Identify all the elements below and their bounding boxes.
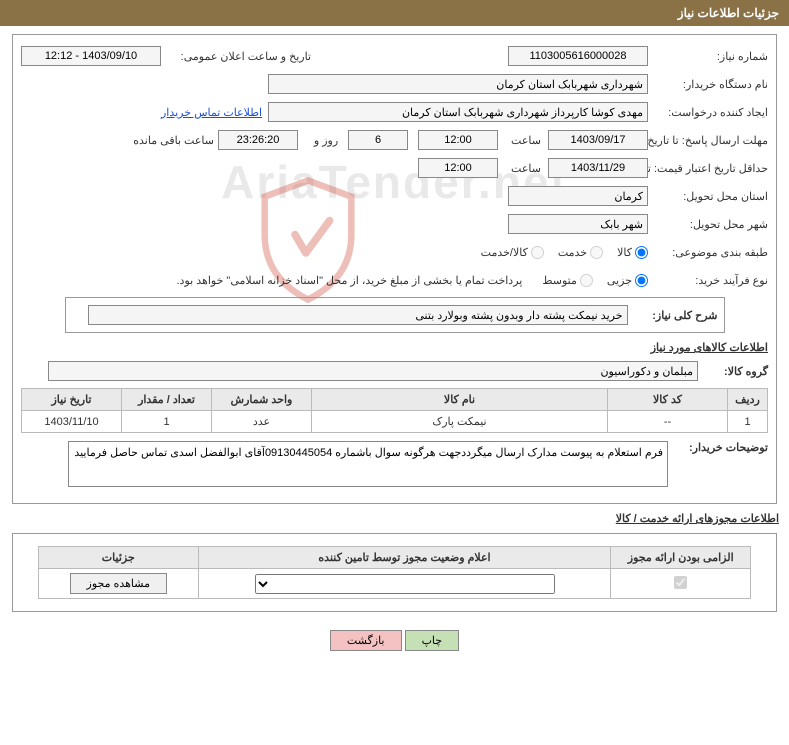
th-status: اعلام وضعیت مجوز توسط تامین کننده: [198, 547, 610, 569]
main-container: AriaTender.net شماره نیاز: تاریخ و ساعت …: [12, 34, 777, 504]
action-buttons: چاپ بازگشت: [0, 620, 789, 661]
td-row: 1: [728, 411, 768, 433]
announce-field: [21, 46, 161, 66]
radio-small-input[interactable]: [635, 274, 648, 287]
validity-date-field: [548, 158, 648, 178]
row-category: طبقه بندی موضوعی: کالا خدمت کالا/خدمت: [21, 241, 768, 263]
group-field: [48, 361, 698, 381]
status-select[interactable]: [255, 574, 555, 594]
row-group: گروه کالا:: [21, 360, 768, 382]
page-header: جزئیات اطلاعات نیاز: [0, 0, 789, 26]
th-details: جزئیات: [38, 547, 198, 569]
city-field: [508, 214, 648, 234]
goods-table-header-row: ردیف کد کالا نام کالا واحد شمارش تعداد /…: [22, 389, 768, 411]
row-buyer-org: نام دستگاه خریدار:: [21, 73, 768, 95]
license-container: الزامی بودن ارائه مجوز اعلام وضعیت مجوز …: [12, 533, 777, 612]
radio-goods[interactable]: کالا: [617, 246, 648, 259]
td-mandatory: [611, 569, 751, 599]
radio-both-input[interactable]: [531, 246, 544, 259]
validity-label: حداقل تاریخ اعتبار قیمت: تا تاریخ:: [648, 162, 768, 175]
deadline-label: مهلت ارسال پاسخ: تا تاریخ:: [648, 134, 768, 147]
td-details: مشاهده مجوز: [38, 569, 198, 599]
contact-link[interactable]: اطلاعات تماس خریدار: [161, 106, 262, 119]
desc-field: [88, 305, 628, 325]
td-unit: عدد: [212, 411, 312, 433]
validity-time-field: [418, 158, 498, 178]
days-and-label: روز و: [298, 134, 348, 147]
goods-section-title: اطلاعات کالاهای مورد نیاز: [21, 341, 768, 354]
province-field: [508, 186, 648, 206]
view-license-button[interactable]: مشاهده مجوز: [70, 573, 167, 594]
radio-medium-input[interactable]: [580, 274, 593, 287]
hour-label-2: ساعت: [498, 162, 548, 175]
req-no-label: شماره نیاز:: [648, 50, 768, 63]
row-province: استان محل تحویل:: [21, 185, 768, 207]
desc-label: شرح کلی نیاز:: [628, 309, 718, 322]
mandatory-checkbox: [674, 576, 687, 589]
row-deadline: مهلت ارسال پاسخ: تا تاریخ: ساعت روز و سا…: [21, 129, 768, 151]
radio-goods-input[interactable]: [635, 246, 648, 259]
buy-type-radio-group: جزیی متوسط: [542, 274, 648, 287]
td-name: نیمکت پارک: [312, 411, 608, 433]
td-date: 1403/11/10: [22, 411, 122, 433]
group-label: گروه کالا:: [698, 365, 768, 378]
radio-medium[interactable]: متوسط: [542, 274, 593, 287]
th-name: نام کالا: [312, 389, 608, 411]
row-requester: ایجاد کننده درخواست: اطلاعات تماس خریدار: [21, 101, 768, 123]
buy-note: پرداخت تمام یا بخشی از مبلغ خرید، از محل…: [177, 274, 523, 287]
days-field: [348, 130, 408, 150]
countdown-field: [218, 130, 298, 150]
province-label: استان محل تحویل:: [648, 190, 768, 203]
row-city: شهر محل تحویل:: [21, 213, 768, 235]
goods-table: ردیف کد کالا نام کالا واحد شمارش تعداد /…: [21, 388, 768, 433]
city-label: شهر محل تحویل:: [648, 218, 768, 231]
td-status: [198, 569, 610, 599]
th-mandatory: الزامی بودن ارائه مجوز: [611, 547, 751, 569]
row-req-no: شماره نیاز: تاریخ و ساعت اعلان عمومی:: [21, 45, 768, 67]
td-code: --: [608, 411, 728, 433]
license-row: مشاهده مجوز: [38, 569, 750, 599]
radio-small[interactable]: جزیی: [607, 274, 648, 287]
goods-table-row: 1 -- نیمکت پارک عدد 1 1403/11/10: [22, 411, 768, 433]
remaining-label: ساعت باقی مانده: [127, 134, 218, 147]
category-label: طبقه بندی موضوعی:: [648, 246, 768, 259]
row-buyer-notes: توضیحات خریدار:: [21, 441, 768, 487]
license-table: الزامی بودن ارائه مجوز اعلام وضعیت مجوز …: [38, 546, 751, 599]
license-header-row: الزامی بودن ارائه مجوز اعلام وضعیت مجوز …: [38, 547, 750, 569]
req-no-field: [508, 46, 648, 66]
radio-service-input[interactable]: [590, 246, 603, 259]
th-qty: تعداد / مقدار: [122, 389, 212, 411]
td-qty: 1: [122, 411, 212, 433]
deadline-time-field: [418, 130, 498, 150]
back-button[interactable]: بازگشت: [330, 630, 402, 651]
th-date: تاریخ نیاز: [22, 389, 122, 411]
buy-type-label: نوع فرآیند خرید:: [648, 274, 768, 287]
print-button[interactable]: چاپ: [405, 630, 460, 651]
buyer-notes-field: [68, 441, 668, 487]
radio-service[interactable]: خدمت: [558, 246, 603, 259]
requester-field: [268, 102, 648, 122]
deadline-date-field: [548, 130, 648, 150]
row-buy-type: نوع فرآیند خرید: جزیی متوسط پرداخت تمام …: [21, 269, 768, 291]
th-row: ردیف: [728, 389, 768, 411]
th-unit: واحد شمارش: [212, 389, 312, 411]
license-section-title: اطلاعات مجوزهای ارائه خدمت / کالا: [0, 512, 779, 525]
th-code: کد کالا: [608, 389, 728, 411]
buyer-notes-label: توضیحات خریدار:: [668, 441, 768, 454]
buyer-org-field: [268, 74, 648, 94]
row-validity: حداقل تاریخ اعتبار قیمت: تا تاریخ: ساعت: [21, 157, 768, 179]
desc-fieldset: شرح کلی نیاز:: [65, 297, 725, 333]
announce-label: تاریخ و ساعت اعلان عمومی:: [161, 50, 311, 63]
category-radio-group: کالا خدمت کالا/خدمت: [481, 246, 648, 259]
page-title: جزئیات اطلاعات نیاز: [678, 6, 779, 20]
hour-label-1: ساعت: [498, 134, 548, 147]
buyer-org-label: نام دستگاه خریدار:: [648, 78, 768, 91]
requester-label: ایجاد کننده درخواست:: [648, 106, 768, 119]
radio-both[interactable]: کالا/خدمت: [481, 246, 544, 259]
